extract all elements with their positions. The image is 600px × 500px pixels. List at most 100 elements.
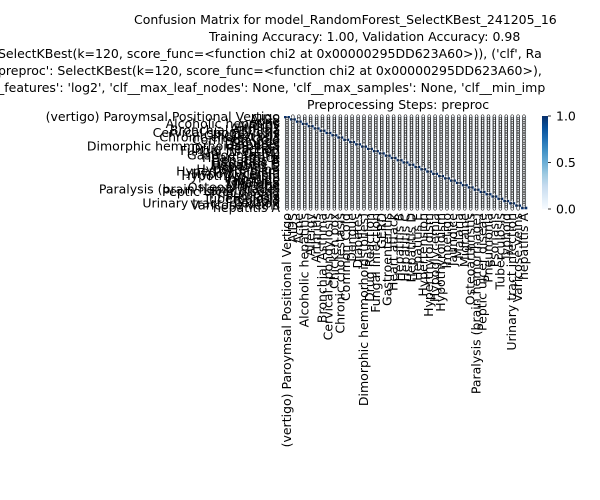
heatmap-cell-value: 0 xyxy=(356,130,360,138)
heatmap-cell-value: 0 xyxy=(439,182,443,190)
heatmap-cell xyxy=(503,170,510,174)
heatmap-cell-value: 0 xyxy=(314,173,318,181)
heatmap-cell xyxy=(503,143,510,146)
heatmap-cell-value: 0 xyxy=(350,120,354,128)
heatmap-cell-value: 0 xyxy=(303,148,307,156)
heatmap-cell-value: 0 xyxy=(285,134,289,142)
heatmap-cell xyxy=(491,165,498,169)
heatmap-cell-value: 0 xyxy=(308,188,312,196)
heatmap-cell-value: 0 xyxy=(510,191,514,199)
heatmap-cell xyxy=(515,118,522,121)
heatmap-cell-value: 0 xyxy=(463,202,467,210)
heatmap-cell xyxy=(420,179,427,183)
heatmap-cell-value: 0 xyxy=(338,182,342,190)
heatmap-cell-value: 0 xyxy=(522,170,526,178)
heatmap-cell xyxy=(390,127,397,130)
heatmap-cell-value: 0 xyxy=(320,130,324,138)
heatmap-cell-value: 0 xyxy=(374,152,378,160)
heatmap-cell-value: 0 xyxy=(362,182,366,190)
heatmap-cell xyxy=(319,147,326,151)
heatmap-cell-value: 0 xyxy=(374,182,378,190)
heatmap-cell-value: 0 xyxy=(397,150,401,158)
heatmap-cell-value: 0 xyxy=(356,188,360,196)
heatmap-cell-value: 0 xyxy=(291,150,295,158)
colorbar-tick-label: 0.0 xyxy=(556,202,576,217)
heatmap-cell-value: 0 xyxy=(498,186,502,194)
heatmap-cell xyxy=(455,140,463,144)
heatmap-cell xyxy=(497,140,504,144)
heatmap-cell xyxy=(449,116,457,119)
heatmap-cell-value: 0 xyxy=(451,166,455,174)
heatmap-cell-value: 1 xyxy=(510,200,514,208)
heatmap-cell-value: 0 xyxy=(421,123,425,131)
heatmap-cell xyxy=(402,199,409,203)
heatmap-cell-value: 0 xyxy=(368,188,372,196)
heatmap-cell-value: 0 xyxy=(397,164,401,172)
heatmap-cell xyxy=(408,190,415,194)
heatmap-cell-value: 0 xyxy=(433,148,437,156)
heatmap-cell xyxy=(426,129,433,133)
heatmap-cell-value: 0 xyxy=(385,141,389,149)
heatmap-cell-value: 0 xyxy=(510,179,514,187)
heatmap-cell xyxy=(408,136,415,139)
heatmap-cell-value: 0 xyxy=(362,132,366,140)
heatmap-cell-value: 0 xyxy=(451,136,455,144)
heatmap-cell-value: 0 xyxy=(498,179,502,187)
heatmap-cell xyxy=(491,136,498,139)
x-tick-label: Cervical spondylosis xyxy=(320,213,335,340)
heatmap-cell-value: 0 xyxy=(480,130,484,138)
heatmap-cell-value: 0 xyxy=(297,136,301,144)
heatmap-cell-value: 0 xyxy=(445,195,449,203)
heatmap-cell xyxy=(455,193,463,196)
heatmap-cell-value: 0 xyxy=(468,182,472,190)
heatmap-cell-value: 0 xyxy=(516,136,520,144)
heatmap-cell xyxy=(485,143,492,146)
heatmap-cell-value: 0 xyxy=(320,116,324,124)
heatmap-cell xyxy=(438,134,445,137)
heatmap-cell-value: 0 xyxy=(492,136,496,144)
heatmap-cell-value: 0 xyxy=(391,118,395,126)
heatmap-cell-value: 0 xyxy=(320,120,324,128)
heatmap-cell-value: 0 xyxy=(350,188,354,196)
heatmap-cell-value: 0 xyxy=(362,200,366,208)
heatmap-cell xyxy=(384,138,391,142)
heatmap-cell xyxy=(372,129,380,133)
heatmap-cell-value: 1 xyxy=(492,193,496,201)
heatmap-cell-value: 0 xyxy=(385,191,389,199)
heatmap-cell-value: 0 xyxy=(463,191,467,199)
heatmap-cell-value: 0 xyxy=(486,143,490,151)
heatmap-cell xyxy=(349,204,356,208)
heatmap-cell xyxy=(497,197,504,201)
heatmap-cell xyxy=(509,136,516,139)
heatmap-cell xyxy=(349,188,356,192)
heatmap-cell-value: 0 xyxy=(451,202,455,210)
heatmap-cell-value: 0 xyxy=(308,152,312,160)
heatmap-cell-value: 0 xyxy=(504,132,508,140)
heatmap-cell xyxy=(497,206,504,210)
heatmap-cell xyxy=(402,174,409,178)
heatmap-cell xyxy=(295,168,303,171)
heatmap-cell xyxy=(301,127,309,130)
heatmap-cell xyxy=(408,152,415,155)
heatmap-cell xyxy=(372,143,380,146)
heatmap-cell xyxy=(384,150,391,153)
heatmap-cell-value: 0 xyxy=(510,123,514,131)
colorbar-ticks: 0.00.51.0 xyxy=(548,109,576,217)
heatmap-cell xyxy=(420,134,427,137)
heatmap-cell-value: 0 xyxy=(338,195,342,203)
heatmap-cell-value: 0 xyxy=(385,139,389,147)
heatmap-cell-value: 0 xyxy=(356,179,360,187)
heatmap-cell xyxy=(455,181,463,185)
heatmap-cell-value: 0 xyxy=(445,132,449,140)
heatmap-cell xyxy=(479,125,486,128)
heatmap-cell xyxy=(485,174,492,178)
heatmap-cell-value: 0 xyxy=(427,143,431,151)
heatmap-cell-value: 0 xyxy=(356,204,360,212)
heatmap-cell-value: 0 xyxy=(397,179,401,187)
heatmap-cell-value: 0 xyxy=(356,114,360,122)
y-tick-labels: (vertigo) Paroymsal Positional VertigoAI… xyxy=(46,109,281,215)
heatmap-cell-value: 0 xyxy=(385,114,389,122)
heatmap-cell xyxy=(461,156,469,160)
y-tick-label: Impetigo xyxy=(225,170,280,185)
